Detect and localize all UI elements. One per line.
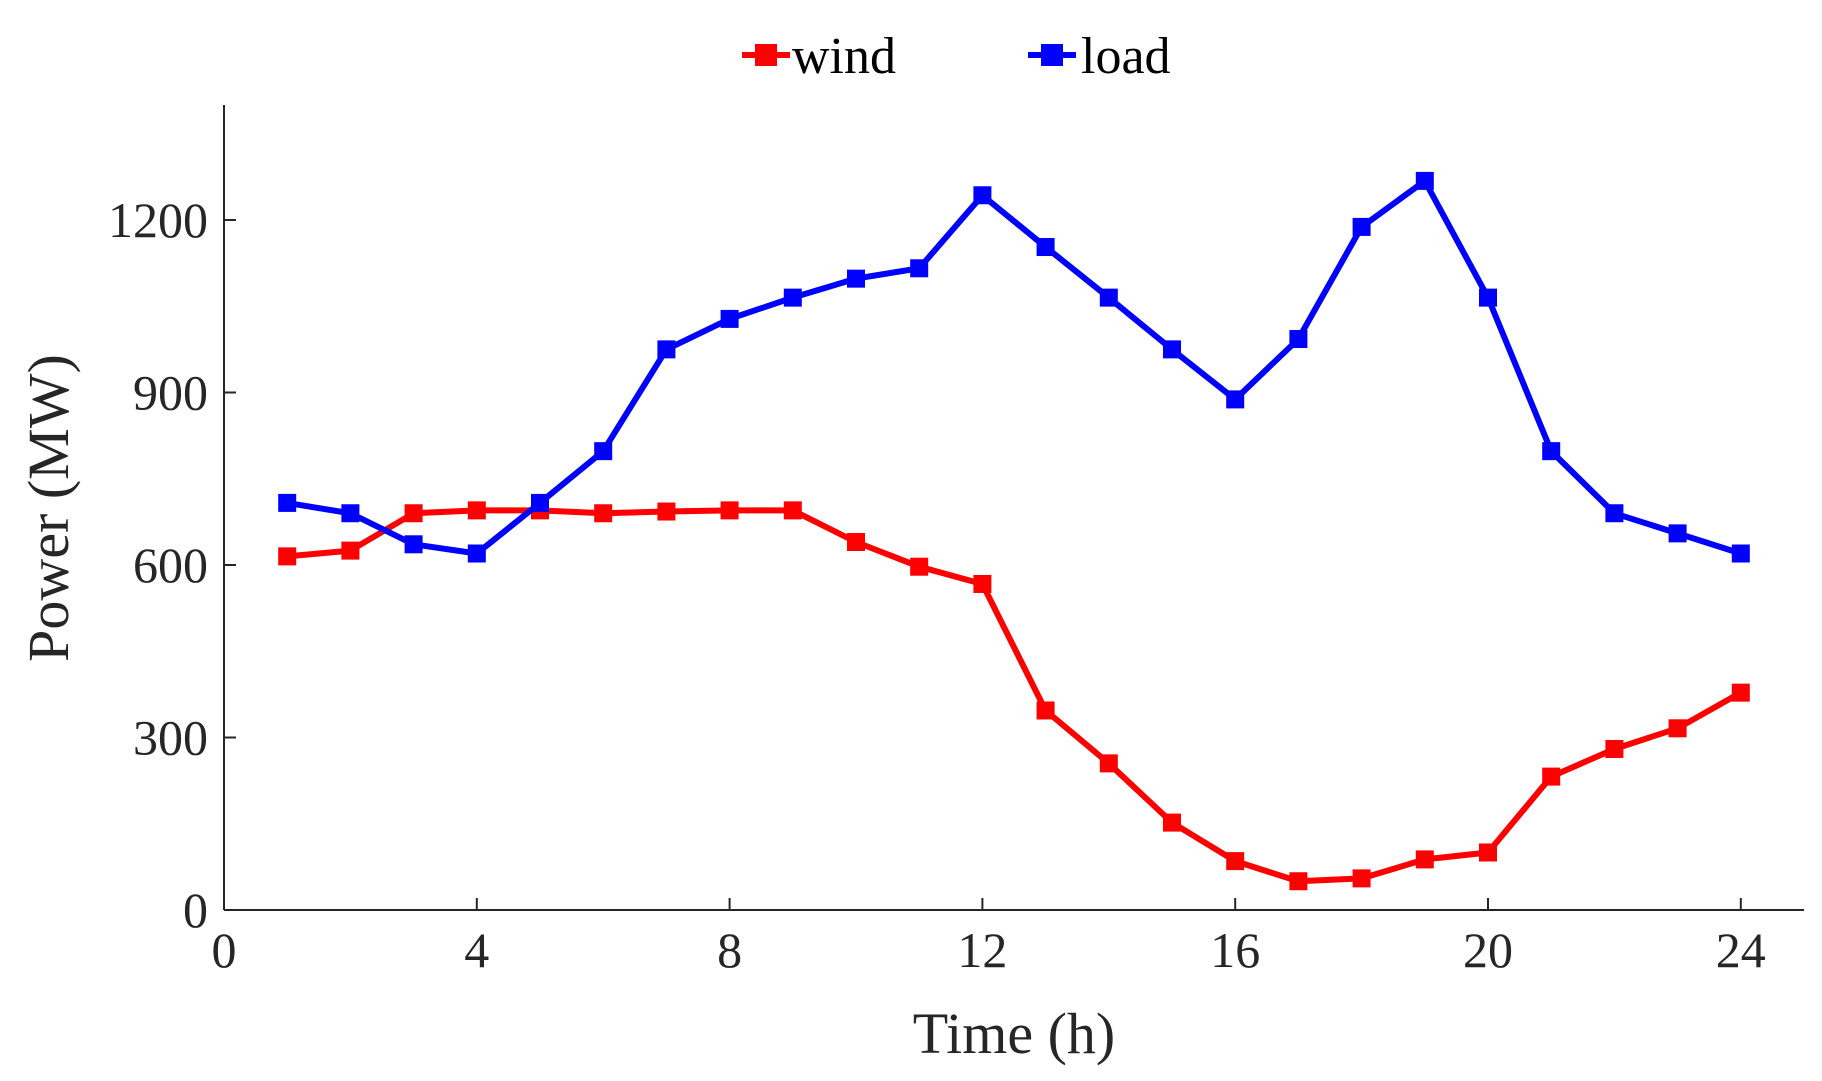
data-point-wind — [657, 502, 676, 521]
data-point-wind — [1099, 754, 1118, 773]
series-line-load — [284, 177, 1744, 557]
legend-label-wind: wind — [792, 28, 896, 85]
x-axis-title: Time (h) — [913, 1001, 1116, 1066]
x-ticks: 0 4 8 12 16 20 24 — [212, 898, 1766, 978]
y-tick-label: 300 — [133, 710, 208, 766]
data-point-load — [1731, 544, 1750, 563]
data-point-load — [341, 504, 360, 523]
data-point-load — [1289, 330, 1308, 349]
data-point-load — [1479, 288, 1497, 307]
legend-marker-wind — [755, 44, 777, 66]
series-line-wind — [284, 507, 1744, 885]
data-point-wind — [1479, 843, 1497, 862]
data-point-wind — [341, 541, 360, 560]
y-tick-label: 0 — [183, 882, 208, 938]
data-point-load — [278, 493, 297, 512]
data-point-wind — [847, 533, 865, 551]
y-axis-title: Power (MW) — [16, 354, 81, 662]
data-point-load — [720, 309, 739, 328]
data-point-load — [1605, 504, 1624, 523]
data-point-wind — [1542, 767, 1561, 786]
data-point-wind — [1163, 813, 1181, 832]
x-tick-label: 20 — [1463, 922, 1513, 978]
data-point-load — [1668, 524, 1687, 543]
data-point-wind — [1668, 719, 1687, 738]
legend-item-load: load — [1028, 28, 1171, 85]
legend-item-wind: wind — [742, 28, 896, 85]
data-point-wind — [783, 501, 802, 520]
series-load — [278, 171, 1750, 563]
axes — [223, 105, 1804, 911]
data-point-wind — [1731, 683, 1750, 702]
data-point-load — [467, 544, 486, 563]
y-tick-label: 600 — [133, 537, 208, 593]
legend: wind load — [742, 28, 1171, 85]
data-point-wind — [973, 574, 992, 593]
data-point-wind — [720, 501, 739, 520]
data-point-load — [973, 186, 992, 205]
data-point-load — [1036, 238, 1055, 257]
data-point-wind — [1289, 872, 1308, 891]
data-point-wind — [594, 504, 613, 523]
data-point-load — [910, 259, 929, 278]
data-point-load — [1163, 340, 1181, 359]
x-tick-label: 12 — [957, 922, 1007, 978]
legend-marker-load — [1041, 44, 1063, 66]
data-point-load — [1099, 288, 1118, 307]
data-point-wind — [404, 504, 423, 523]
data-point-wind — [910, 557, 929, 576]
data-point-load — [1415, 171, 1434, 190]
data-point-load — [657, 340, 676, 359]
data-point-wind — [467, 501, 486, 520]
data-point-load — [847, 269, 865, 288]
x-tick-label: 16 — [1210, 922, 1260, 978]
x-tick-label: 0 — [212, 922, 237, 978]
data-point-load — [1352, 217, 1371, 236]
data-point-wind — [1352, 869, 1371, 888]
data-point-load — [531, 493, 549, 512]
data-point-load — [1226, 390, 1245, 409]
data-point-wind — [1605, 740, 1624, 758]
data-point-load — [783, 288, 802, 307]
x-tick-label: 24 — [1716, 922, 1766, 978]
data-point-wind — [1226, 852, 1245, 871]
data-point-wind — [1036, 701, 1055, 720]
y-ticks: 0 300 600 900 1200 — [108, 192, 236, 938]
data-point-load — [1542, 442, 1561, 461]
data-point-load — [404, 535, 423, 554]
y-tick-label: 1200 — [108, 192, 208, 248]
x-tick-label: 4 — [464, 922, 489, 978]
data-point-load — [594, 442, 613, 461]
series-wind — [278, 501, 1750, 891]
data-point-wind — [278, 547, 297, 566]
x-tick-label: 8 — [717, 922, 742, 978]
legend-label-load: load — [1081, 28, 1171, 85]
data-point-wind — [1415, 850, 1434, 869]
y-tick-label: 900 — [133, 365, 208, 421]
series-layer — [278, 171, 1750, 891]
